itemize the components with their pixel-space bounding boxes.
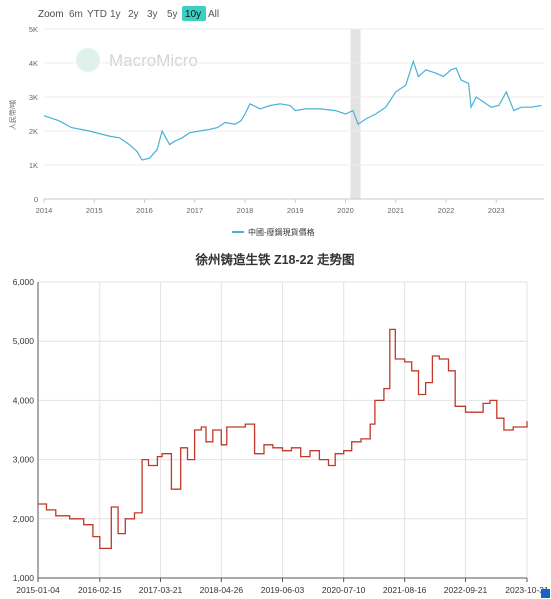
x-tick-label: 2023-10-31 xyxy=(505,585,549,595)
y-tick-label: 2,000 xyxy=(13,514,35,524)
series-line-scrap-steel xyxy=(43,59,542,161)
x-tick-label: 2015-01-04 xyxy=(16,585,60,595)
x-tick-label: 2016-02-15 xyxy=(78,585,122,595)
y-tick-label: 3,000 xyxy=(13,455,35,465)
x-tick-label: 2020-07-10 xyxy=(322,585,366,595)
x-tick-label: 2021 xyxy=(387,206,404,215)
x-tick-label: 2022-09-21 xyxy=(444,585,488,595)
zoom-button-2y[interactable]: 2y xyxy=(128,9,139,20)
x-tick-label: 2018-04-26 xyxy=(200,585,244,595)
x-tick-label: 2022 xyxy=(438,206,455,215)
zoom-button-label: 10y xyxy=(185,9,201,20)
x-tick-label: 2014 xyxy=(36,206,53,215)
y-tick-label: 3K xyxy=(29,93,38,102)
legend[interactable]: 中國-廢鋼現貨價格 xyxy=(232,227,315,237)
x-tick-label: 2020 xyxy=(337,206,354,215)
y-tick-label: 0 xyxy=(34,195,38,204)
zoom-button-1y[interactable]: 1y xyxy=(110,9,121,20)
zoom-label: Zoom xyxy=(38,9,64,20)
zoom-button-label: 1y xyxy=(110,9,121,20)
y-tick-label: 4,000 xyxy=(13,395,35,405)
x-tick-label: 2016 xyxy=(136,206,153,215)
x-tick-label: 2015 xyxy=(86,206,103,215)
shaded-band xyxy=(350,29,361,199)
y-tick-label: 1K xyxy=(29,161,38,170)
x-tick-label: 2021-08-16 xyxy=(383,585,427,595)
y-tick-label: 5K xyxy=(29,25,38,34)
x-tick-label: 2017-03-21 xyxy=(139,585,183,595)
chart-title: 徐州铸造生铁 Z18-22 走势图 xyxy=(194,252,354,267)
zoom-button-label: 6m xyxy=(69,9,83,20)
x-axis-ticks: 2014 2015 2016 2017 2018 2019 2020 2021 2022 2023 xyxy=(36,199,505,215)
y-tick-label: 2K xyxy=(29,127,38,136)
zoom-button-bg xyxy=(182,6,206,21)
zoom-button-3y[interactable]: 3y xyxy=(147,9,158,20)
scrap-steel-price-chart: Zoom 6m YTD 1y 2y 3y 5y 10y All MacroMicro 0 1K 2… xyxy=(8,6,544,237)
zoom-button-label: 2y xyxy=(128,9,139,20)
x-tick-label: 2018 xyxy=(237,206,254,215)
y-tick-label: 1,000 xyxy=(13,573,35,583)
watermark-logo-icon xyxy=(76,48,100,72)
x-tick-label: 2019 xyxy=(287,206,304,215)
x-tick-label: 2019-06-03 xyxy=(261,585,305,595)
y-tick-label: 5,000 xyxy=(13,336,35,346)
x-tick-label: 2017 xyxy=(186,206,203,215)
recession-band xyxy=(350,29,361,199)
legend-label: 中國-廢鋼現貨價格 xyxy=(248,227,315,237)
zoom-button-all[interactable]: All xyxy=(208,9,219,20)
y-axis-label: 人民幣/噸 xyxy=(8,100,17,130)
y-axis-ticks: 0 1K 2K 3K 4K 5K xyxy=(29,25,38,204)
x-axis-ticks: 2015-01-04 2016-02-15 2017-03-21 2018-04-26… xyxy=(16,578,549,595)
zoom-button-ytd[interactable]: YTD xyxy=(87,9,107,20)
x-tick-label: 2023 xyxy=(488,206,505,215)
y-tick-label: 4K xyxy=(29,59,38,68)
zoom-bar: Zoom 6m YTD 1y 2y 3y 5y 10y All xyxy=(38,6,219,21)
cast-pig-iron-chart: 徐州铸造生铁 Z18-22 走势图 1,000 2,000 3,000 4,000 5,… xyxy=(13,252,550,598)
series-line-pig-iron xyxy=(38,328,528,550)
watermark-text: MacroMicro xyxy=(109,51,198,70)
grid xyxy=(37,281,528,579)
corner-marker-icon xyxy=(541,589,550,598)
zoom-button-label: 5y xyxy=(167,9,178,20)
y-grid xyxy=(44,28,544,200)
y-tick-label: 6,000 xyxy=(13,277,35,287)
zoom-button-6m[interactable]: 6m xyxy=(69,9,83,20)
watermark: MacroMicro xyxy=(76,48,198,72)
zoom-button-10y[interactable]: 10y xyxy=(182,6,206,21)
zoom-button-5y[interactable]: 5y xyxy=(167,9,178,20)
zoom-button-label: YTD xyxy=(87,9,107,20)
zoom-button-label: All xyxy=(208,9,219,20)
y-axis-ticks: 1,000 2,000 3,000 4,000 5,000 6,000 xyxy=(13,277,35,583)
zoom-button-label: 3y xyxy=(147,9,158,20)
